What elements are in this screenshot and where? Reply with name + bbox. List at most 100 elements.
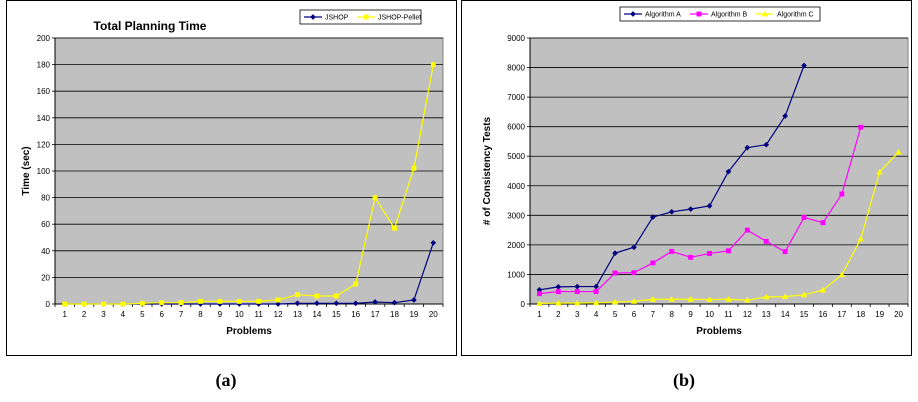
data-point <box>391 299 398 306</box>
data-point <box>631 270 637 276</box>
series-line-jshop-pellet <box>64 64 434 305</box>
data-point <box>612 250 619 257</box>
x-axis-label: Problems <box>696 326 742 337</box>
y-tick-label: 80 <box>41 194 50 203</box>
data-point <box>592 299 600 306</box>
series-line-algorithm-b <box>539 127 862 295</box>
x-tick-label: 6 <box>159 310 164 319</box>
data-point <box>101 301 106 307</box>
x-tick-label: 17 <box>837 310 846 319</box>
data-point <box>159 300 165 306</box>
data-point <box>256 298 262 304</box>
data-point <box>895 148 902 155</box>
data-point <box>876 168 883 175</box>
y-tick-label: 6000 <box>507 123 525 132</box>
data-point <box>81 301 87 307</box>
data-point <box>649 295 657 302</box>
legend-label: Algorithm B <box>711 12 748 19</box>
x-tick-label: 7 <box>651 310 656 319</box>
data-point <box>630 298 638 304</box>
data-point <box>574 299 581 306</box>
y-tick-label: 8000 <box>507 64 525 73</box>
data-point <box>687 295 694 302</box>
data-point <box>781 293 789 300</box>
data-point <box>763 238 769 244</box>
x-tick-label: 4 <box>594 310 599 319</box>
legend-label: Algorithm A <box>645 12 681 19</box>
x-tick-label: 15 <box>332 310 341 319</box>
data-point <box>574 289 580 295</box>
data-point <box>537 291 542 297</box>
data-point <box>392 225 397 231</box>
y-tick-label: 180 <box>37 61 51 70</box>
data-point <box>120 301 126 307</box>
data-point <box>139 300 145 306</box>
chart-panel-a: 0 20 40 60 80 100 120 140 160 180 200 1 2 3 4 5 6 7 8 9 10 11… <box>6 0 457 356</box>
y-tick-label: 0 <box>521 300 526 309</box>
x-tick-label: 9 <box>688 310 693 319</box>
x-tick-label: 8 <box>670 310 675 319</box>
data-point <box>536 300 543 306</box>
x-tick-label: 11 <box>255 310 264 319</box>
chart-panel-b: 0 1000 2000 3000 4000 5000 6000 7000 8000 9000 1 2 3… <box>461 0 912 356</box>
x-tick-label: 14 <box>312 310 321 319</box>
x-tick-label: 19 <box>409 310 418 319</box>
data-point <box>857 235 864 242</box>
series-line-algorithm-c <box>539 151 899 305</box>
data-point <box>801 62 808 69</box>
x-tick-label: 13 <box>293 310 302 319</box>
data-point <box>275 297 281 303</box>
data-point <box>763 293 770 300</box>
x-tick-label: 20 <box>429 310 438 319</box>
data-point <box>782 113 789 119</box>
data-point <box>782 249 788 255</box>
data-point <box>668 295 675 302</box>
x-tick-label: 4 <box>121 310 126 319</box>
x-tick-label: 12 <box>743 310 752 319</box>
x-tick-label: 18 <box>856 310 865 319</box>
x-tick-label: 17 <box>371 310 380 319</box>
data-point <box>353 281 359 287</box>
data-point <box>333 300 340 307</box>
legend-box <box>619 6 821 22</box>
legend-marker <box>761 10 769 17</box>
data-point <box>744 296 751 303</box>
data-point <box>763 141 770 148</box>
data-point <box>706 202 713 209</box>
y-tick-label: 120 <box>37 140 51 149</box>
legend-marker <box>363 14 369 20</box>
data-point <box>725 168 732 175</box>
data-point <box>838 271 846 278</box>
y-tick-label: 100 <box>37 167 51 176</box>
caption-b: (b) <box>673 370 695 390</box>
data-point <box>688 254 694 260</box>
x-tick-label: 10 <box>235 310 244 319</box>
legend-label: JSHOP-Pellet <box>378 15 421 22</box>
y-axis-label: Time (sec) <box>21 146 32 195</box>
data-point <box>744 144 751 151</box>
legend-marker <box>630 11 636 17</box>
x-tick-label: 16 <box>351 310 360 319</box>
data-point <box>314 293 320 299</box>
x-tick-label: 6 <box>632 310 637 319</box>
data-point <box>62 301 68 307</box>
data-point <box>612 270 618 276</box>
data-point <box>198 298 203 304</box>
x-tick-label: 8 <box>198 310 203 319</box>
x-tick-label: 3 <box>575 310 580 319</box>
y-tick-label: 7000 <box>507 93 525 102</box>
x-tick-label: 2 <box>82 310 87 319</box>
y-tick-label: 5000 <box>507 152 525 161</box>
x-tick-label: 7 <box>179 310 184 319</box>
x-tick-label: 1 <box>537 310 542 319</box>
x-tick-label: 20 <box>894 310 903 319</box>
data-point <box>687 206 694 213</box>
data-point <box>313 300 320 307</box>
y-tick-label: 2000 <box>507 241 525 250</box>
data-point <box>630 244 637 251</box>
data-point <box>725 295 732 302</box>
data-point <box>649 214 656 221</box>
data-point <box>333 293 339 299</box>
y-tick-label: 60 <box>41 220 50 229</box>
